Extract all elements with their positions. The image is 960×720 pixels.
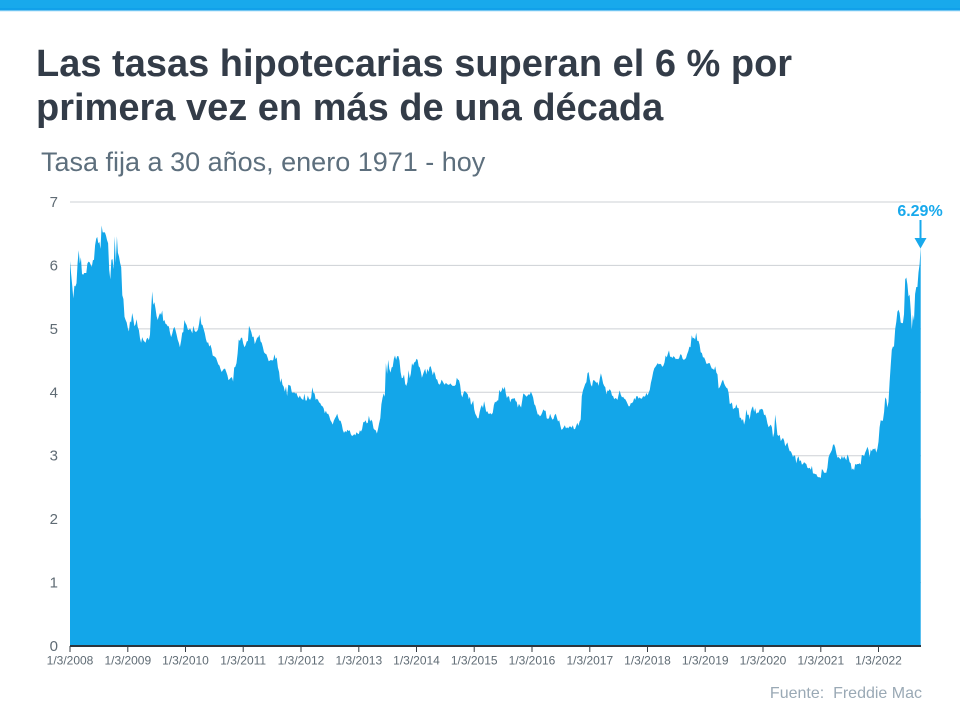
svg-text:1/3/2015: 1/3/2015 xyxy=(451,654,498,668)
svg-text:5: 5 xyxy=(50,321,58,338)
svg-text:1/3/2011: 1/3/2011 xyxy=(220,654,266,668)
svg-text:6: 6 xyxy=(50,257,58,274)
svg-text:1/3/2014: 1/3/2014 xyxy=(393,654,440,668)
svg-text:1/3/2016: 1/3/2016 xyxy=(509,654,556,668)
svg-text:1/3/2018: 1/3/2018 xyxy=(624,654,671,668)
svg-text:4: 4 xyxy=(50,384,58,401)
svg-text:6.29%: 6.29% xyxy=(897,203,942,220)
svg-text:1/3/2012: 1/3/2012 xyxy=(278,654,325,668)
svg-text:1/3/2021: 1/3/2021 xyxy=(797,654,844,668)
svg-text:1/3/2013: 1/3/2013 xyxy=(335,654,382,668)
svg-text:1/3/2020: 1/3/2020 xyxy=(740,654,787,668)
svg-text:1/3/2009: 1/3/2009 xyxy=(104,654,151,668)
svg-text:1/3/2008: 1/3/2008 xyxy=(47,654,94,668)
svg-text:1: 1 xyxy=(50,575,58,592)
svg-text:1/3/2017: 1/3/2017 xyxy=(566,654,613,668)
svg-text:1/3/2010: 1/3/2010 xyxy=(162,654,209,668)
svg-text:1/3/2022: 1/3/2022 xyxy=(855,654,902,668)
svg-text:3: 3 xyxy=(50,448,58,465)
svg-text:2: 2 xyxy=(50,511,58,528)
svg-text:1/3/2019: 1/3/2019 xyxy=(682,654,729,668)
svg-text:0: 0 xyxy=(50,638,58,655)
svg-text:7: 7 xyxy=(50,194,58,211)
